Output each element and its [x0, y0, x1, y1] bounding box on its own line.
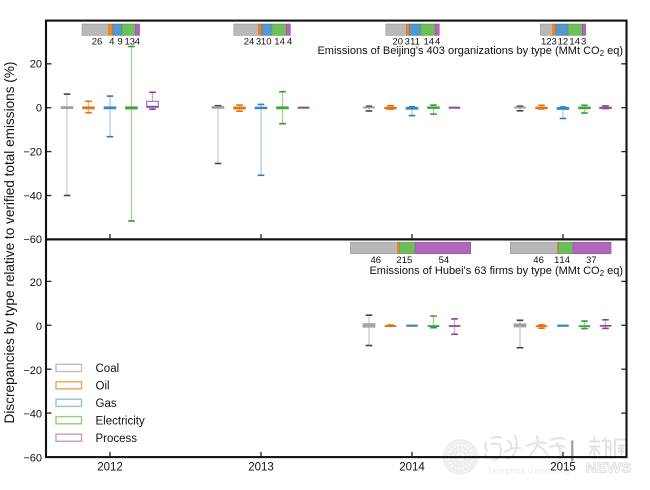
- svg-text:54: 54: [439, 255, 450, 266]
- svg-text:3: 3: [552, 36, 557, 47]
- svg-text:10: 10: [261, 36, 272, 47]
- svg-text:−20: −20: [23, 365, 42, 377]
- svg-text:2013: 2013: [248, 462, 274, 474]
- svg-text:Tsinghua University: Tsinghua University: [487, 467, 571, 476]
- svg-text:Emissions of Hubei's 63 firms: Emissions of Hubei's 63 firms by type (M…: [369, 265, 623, 278]
- svg-text:Emissions of Beijing's 403 org: Emissions of Beijing's 403 organizations…: [317, 45, 623, 58]
- svg-text:Oil: Oil: [96, 381, 110, 393]
- svg-text:20: 20: [30, 277, 42, 289]
- svg-text:1: 1: [554, 255, 559, 266]
- svg-text:Gas: Gas: [96, 398, 117, 410]
- svg-text:3: 3: [256, 36, 261, 47]
- svg-text:15: 15: [402, 255, 413, 266]
- svg-text:9: 9: [117, 36, 122, 47]
- svg-text:46: 46: [371, 255, 382, 266]
- svg-text:2014: 2014: [399, 462, 425, 474]
- svg-text:24: 24: [244, 36, 255, 47]
- svg-text:3: 3: [581, 36, 586, 47]
- svg-text:20: 20: [392, 36, 403, 47]
- svg-text:−40: −40: [23, 190, 42, 202]
- svg-text:2012: 2012: [97, 462, 123, 474]
- svg-text:−20: −20: [23, 146, 42, 158]
- svg-text:4: 4: [109, 36, 114, 47]
- svg-text:0: 0: [36, 103, 42, 115]
- svg-text:Process: Process: [96, 433, 138, 445]
- svg-text:4: 4: [435, 36, 440, 47]
- svg-text:14: 14: [559, 255, 570, 266]
- svg-text:Electricity: Electricity: [96, 415, 145, 427]
- svg-text:14: 14: [424, 36, 435, 47]
- svg-text:0: 0: [36, 321, 42, 333]
- svg-text:14: 14: [569, 36, 580, 47]
- svg-text:−60: −60: [23, 234, 42, 246]
- svg-text:46: 46: [533, 255, 544, 266]
- svg-text:11: 11: [410, 36, 420, 47]
- svg-text:Discrepancies by type relative: Discrepancies by type relative to verifi…: [2, 62, 17, 424]
- svg-text:−40: −40: [23, 409, 42, 421]
- svg-text:14: 14: [274, 36, 285, 47]
- svg-text:−60: −60: [23, 453, 42, 465]
- svg-text:13: 13: [125, 36, 136, 47]
- svg-text:4: 4: [135, 36, 140, 47]
- svg-text:Coal: Coal: [96, 363, 120, 375]
- svg-text:12: 12: [558, 36, 569, 47]
- svg-text:26: 26: [92, 36, 103, 47]
- svg-text:20: 20: [30, 59, 42, 71]
- svg-text:2: 2: [396, 255, 401, 266]
- svg-text:2015: 2015: [550, 462, 576, 474]
- svg-text:37: 37: [586, 255, 597, 266]
- svg-text:NEWS: NEWS: [586, 460, 632, 477]
- svg-text:3: 3: [405, 36, 410, 47]
- svg-text:12: 12: [541, 36, 552, 47]
- svg-text:4: 4: [287, 36, 292, 47]
